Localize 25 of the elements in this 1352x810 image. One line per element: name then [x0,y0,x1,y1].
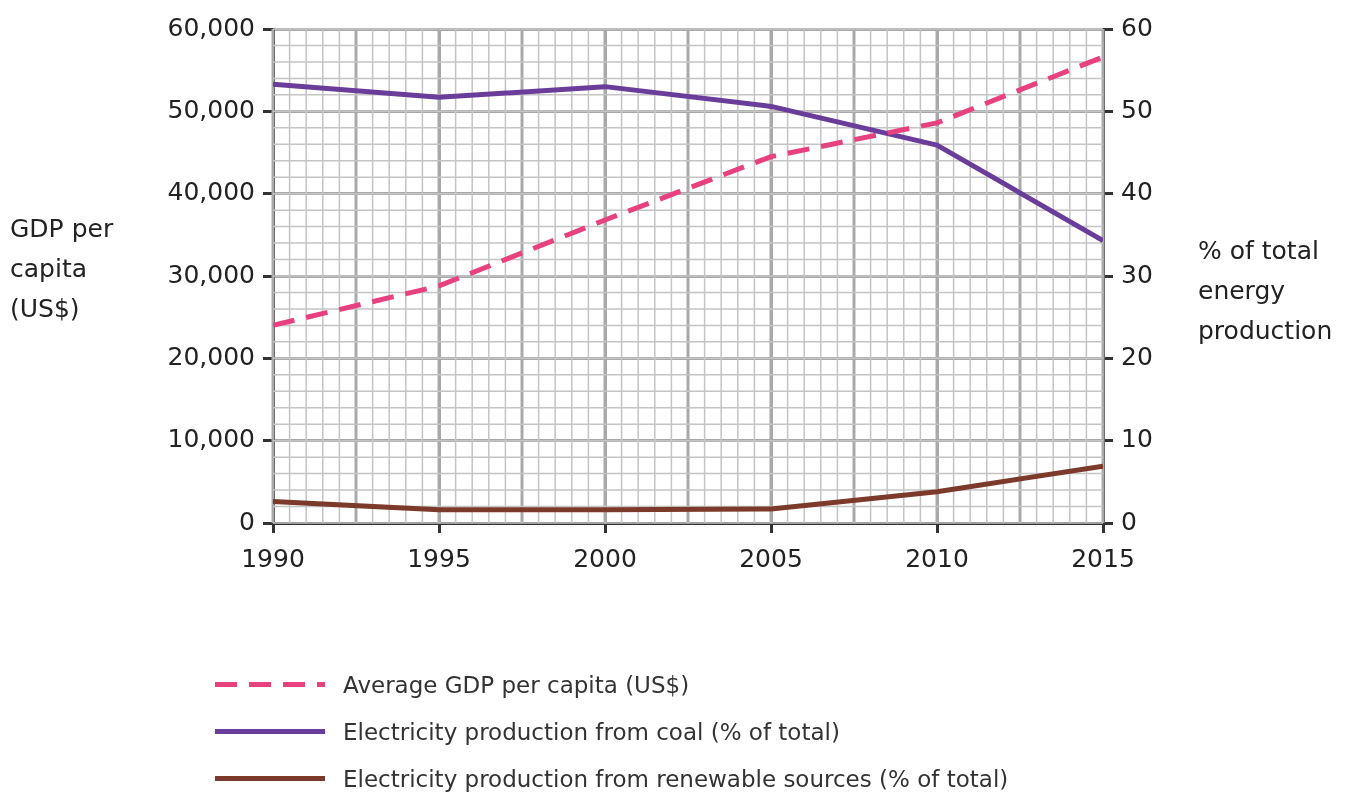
y2-tick-label: 10 [1121,424,1153,454]
x-tick-label: 1995 [407,543,471,573]
y-tick-label: 0 [239,506,255,536]
x-tick-label: 2000 [573,543,637,573]
y-tick-label: 50,000 [167,94,255,124]
x-tick-label: 1990 [241,543,305,573]
y2-tick-label: 50 [1121,94,1153,124]
y-tick-label: 10,000 [167,424,255,454]
y-tick-label: 20,000 [167,341,255,371]
y2-tick-label: 40 [1121,177,1153,207]
x-tick-label: 2005 [739,543,803,573]
legend-label: Electricity production from coal (% of total) [343,718,840,745]
y2-tick-label: 60 [1121,12,1153,42]
y2-tick-label: 20 [1121,341,1153,371]
x-tick-label: 2010 [905,543,969,573]
legend-label: Electricity production from renewable sources (% of total) [343,765,1009,792]
y2-tick-label: 30 [1121,259,1153,289]
x-tick-label: 2015 [1071,543,1135,573]
y-tick-label: 40,000 [167,177,255,207]
legend-label: Average GDP per capita (US$) [343,671,690,698]
y2-axis-title: % of total energy production [1198,235,1333,345]
y-tick-label: 60,000 [167,12,255,42]
y-tick-label: 30,000 [167,259,255,289]
y2-tick-label: 0 [1121,506,1137,536]
y-axis-title: GDP per capita (US$) [10,213,114,323]
